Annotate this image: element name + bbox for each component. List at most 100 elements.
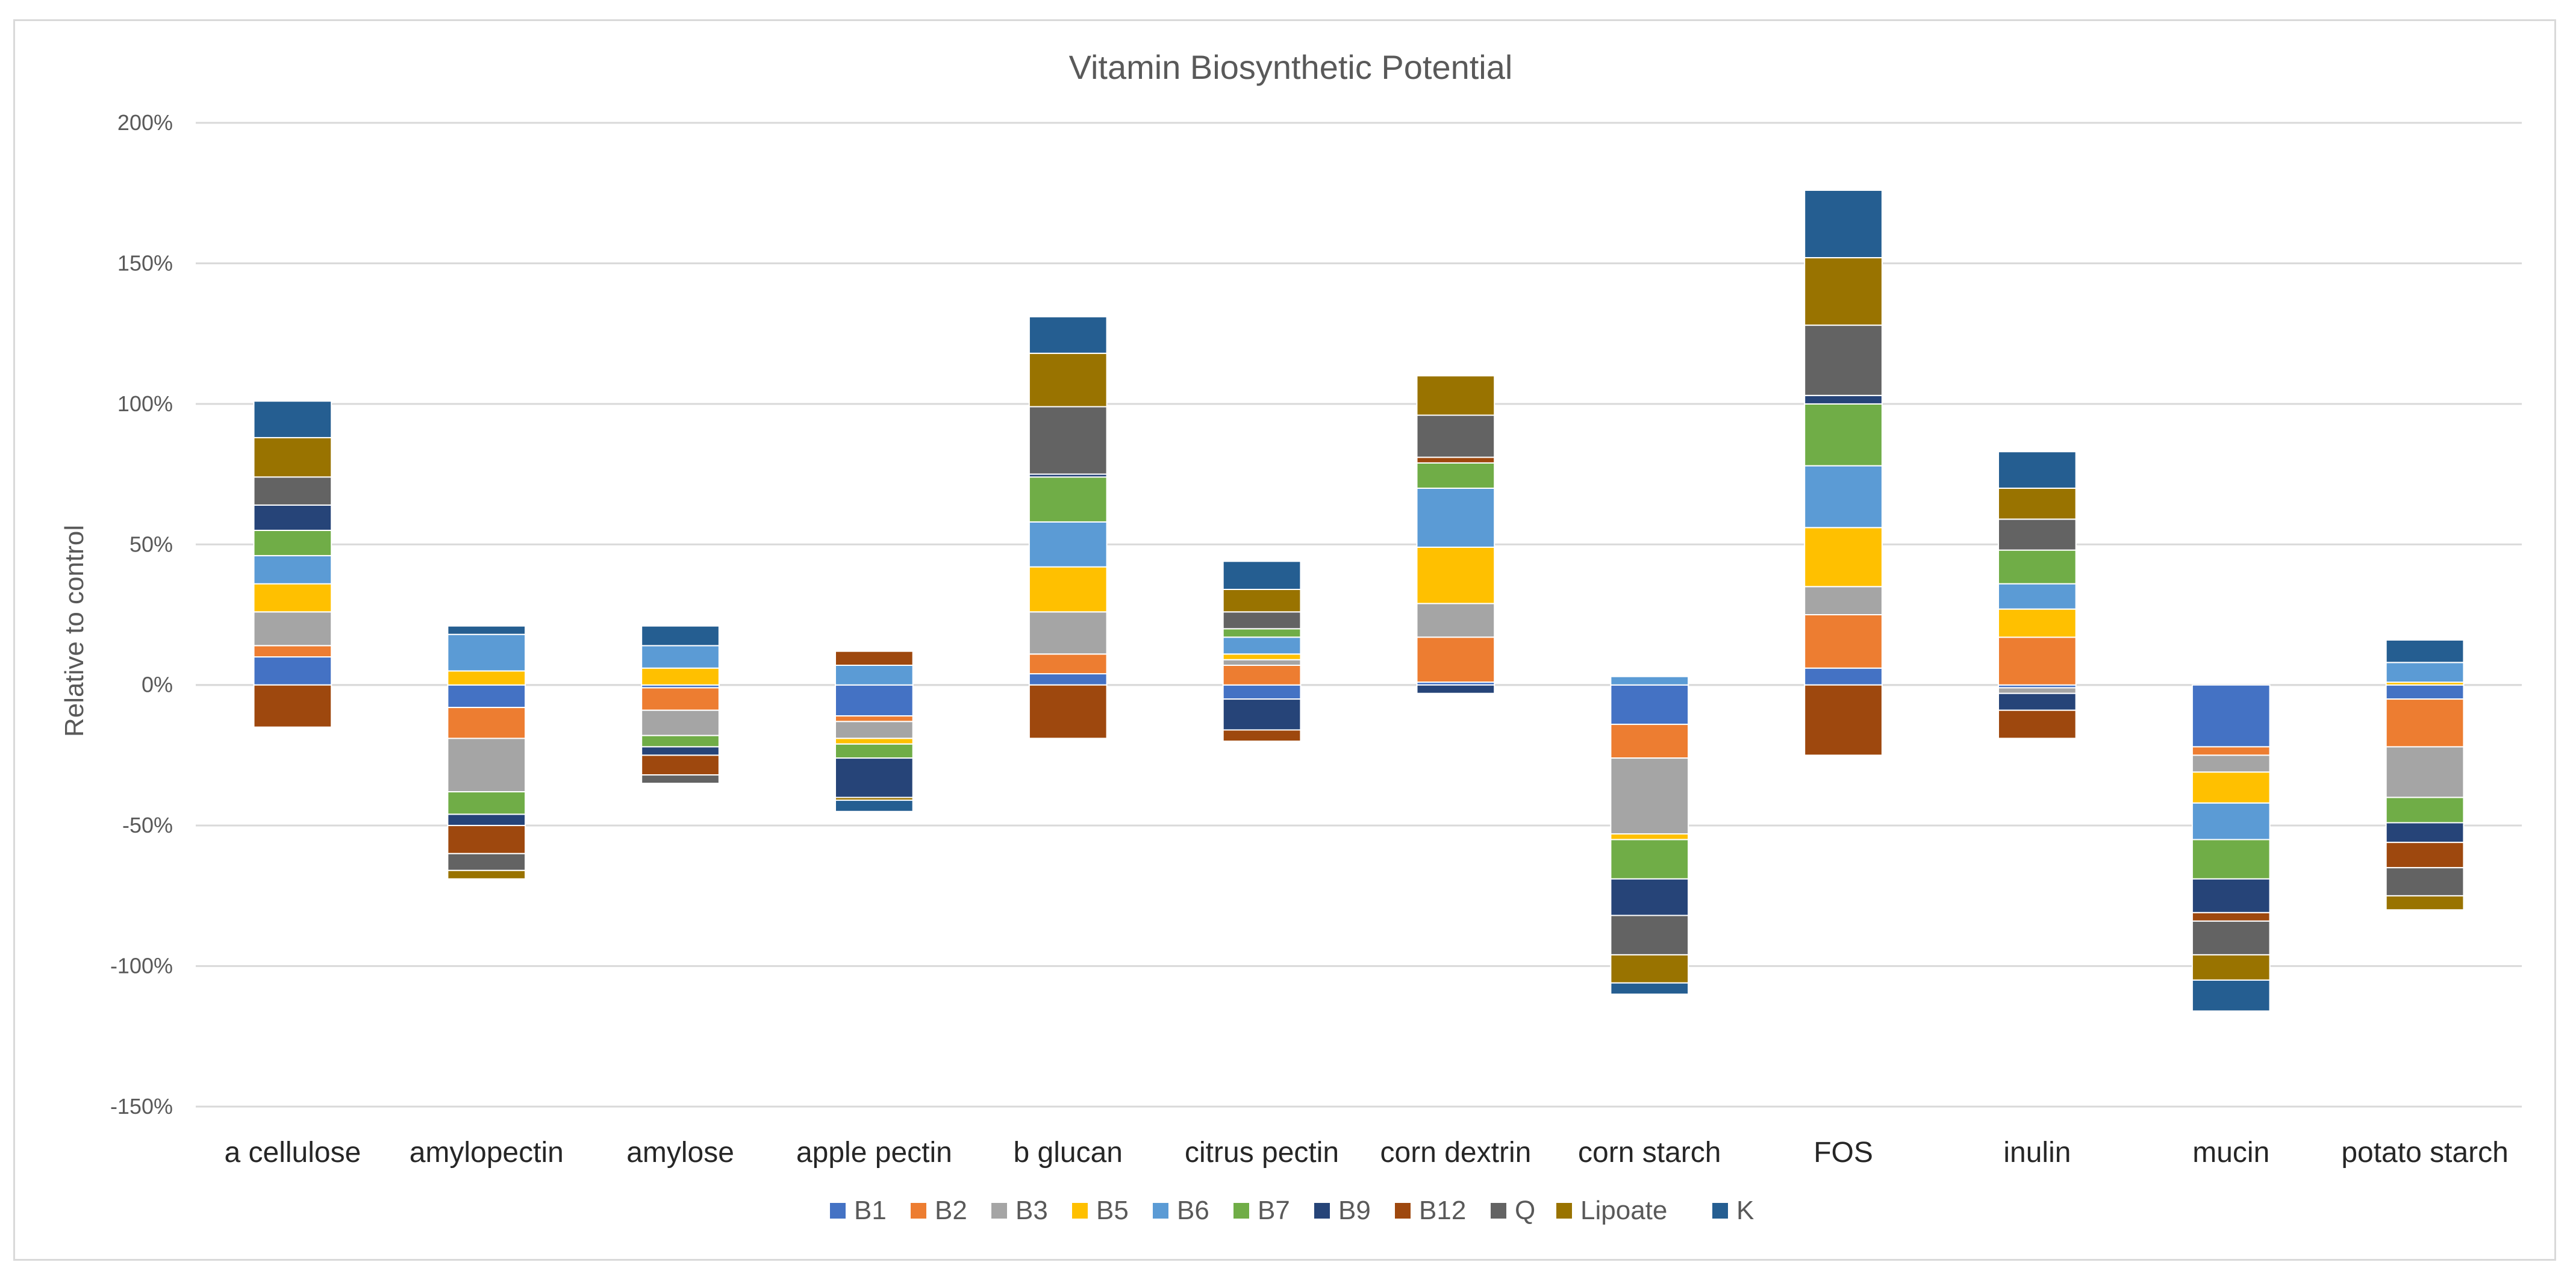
legend-swatch bbox=[1153, 1203, 1168, 1219]
bar-segment-b5 bbox=[1998, 608, 2077, 638]
x-tick-label: b glucan bbox=[1014, 1137, 1123, 1169]
bar-segment-b5 bbox=[1222, 653, 1302, 660]
bar-segment-b12 bbox=[1222, 729, 1302, 742]
bar-segment-b3 bbox=[1610, 757, 1689, 835]
bar-segment-b6 bbox=[1804, 465, 1883, 529]
x-tick-label: corn starch bbox=[1578, 1137, 1721, 1169]
x-tick-label: amylose bbox=[626, 1137, 734, 1169]
bar-segment-b9 bbox=[1610, 878, 1689, 916]
bar-segment-b2 bbox=[253, 645, 332, 658]
bar-segment-lipoate bbox=[2385, 895, 2465, 911]
bar-segment-b5 bbox=[1416, 547, 1495, 604]
chart-title: Vitamin Biosynthetic Potential bbox=[1069, 48, 1513, 86]
y-tick-label: 200% bbox=[117, 110, 173, 135]
bar-segment-b7 bbox=[1222, 628, 1302, 638]
bar-segment-q bbox=[1610, 915, 1689, 955]
bar-segment-b5 bbox=[641, 667, 720, 686]
y-tick-label: -100% bbox=[110, 954, 173, 978]
legend-item-k: K bbox=[1712, 1196, 1754, 1225]
bar-segment-b5 bbox=[253, 583, 332, 613]
x-tick-label: amylopectin bbox=[410, 1137, 564, 1169]
gridlines bbox=[196, 122, 2522, 1108]
bar-segment-k bbox=[2191, 979, 2271, 1012]
bar-segment-k bbox=[2385, 639, 2465, 663]
bar-segment-b12 bbox=[835, 650, 914, 666]
legend-label: B5 bbox=[1096, 1196, 1129, 1225]
bar-segment-b3 bbox=[2191, 754, 2271, 773]
legend-swatch bbox=[1395, 1203, 1411, 1219]
bar-segment-b6 bbox=[641, 645, 720, 669]
bar-segment-k bbox=[1998, 451, 2077, 489]
bar-segment-b12 bbox=[1416, 456, 1495, 464]
legend-item-b9: B9 bbox=[1314, 1196, 1371, 1225]
bar-segment-q bbox=[1222, 611, 1302, 630]
legend-swatch bbox=[1314, 1203, 1330, 1219]
bar-segment-b5 bbox=[1610, 833, 1689, 840]
bar-segment-b7 bbox=[253, 529, 332, 556]
legend-label: K bbox=[1736, 1196, 1754, 1225]
y-tick-label: 100% bbox=[117, 391, 173, 416]
legend-label: B6 bbox=[1177, 1196, 1209, 1225]
bar-segment-b6 bbox=[835, 665, 914, 686]
legend-item-b7: B7 bbox=[1233, 1196, 1290, 1225]
legend-item-b6: B6 bbox=[1153, 1196, 1209, 1225]
legend-label: B2 bbox=[935, 1196, 967, 1225]
bar-segment-lipoate bbox=[1028, 352, 1108, 408]
bar-segment-b2 bbox=[835, 715, 914, 722]
legend-label: Lipoate bbox=[1580, 1196, 1667, 1225]
bar-segment-q bbox=[1998, 518, 2077, 551]
legend-swatch bbox=[1233, 1203, 1249, 1219]
y-axis-title: Relative to control bbox=[60, 525, 89, 737]
bar-segment-b2 bbox=[641, 687, 720, 711]
bars bbox=[253, 190, 2465, 1012]
legend-item-b1: B1 bbox=[830, 1196, 887, 1225]
bar-segment-b2 bbox=[1610, 724, 1689, 759]
bar-segment-b9 bbox=[1222, 698, 1302, 731]
bar-segment-b7 bbox=[2191, 839, 2271, 880]
bar-segment-k bbox=[835, 800, 914, 812]
bar-segment-b5 bbox=[2191, 771, 2271, 804]
chart-svg: Vitamin Biosynthetic Potential Relative … bbox=[60, 48, 2522, 1225]
bar-segment-q bbox=[1028, 406, 1108, 475]
bar-segment-b12 bbox=[2191, 912, 2271, 922]
bar-segment-q bbox=[1416, 414, 1495, 458]
bar-segment-b6 bbox=[447, 633, 526, 672]
y-tick-label: 0% bbox=[142, 673, 173, 697]
bar-segment-k bbox=[253, 400, 332, 438]
x-tick-label: potato starch bbox=[2341, 1137, 2509, 1169]
bar-segment-lipoate bbox=[2191, 954, 2271, 981]
legend-swatch bbox=[830, 1203, 846, 1219]
bar-segment-b7 bbox=[1998, 549, 2077, 585]
legend-label: B12 bbox=[1419, 1196, 1466, 1225]
bar-segment-b2 bbox=[1998, 636, 2077, 686]
bar-segment-b6 bbox=[1028, 521, 1108, 568]
legend-swatch bbox=[1072, 1203, 1088, 1219]
bar-segment-b6 bbox=[2191, 802, 2271, 840]
bar-segment-k bbox=[1222, 561, 1302, 590]
bar-segment-lipoate bbox=[1998, 487, 2077, 520]
bar-segment-b6 bbox=[2385, 662, 2465, 683]
legend-item-q: Q bbox=[1491, 1196, 1535, 1225]
legend-label: Q bbox=[1515, 1196, 1535, 1225]
bar-segment-b12 bbox=[447, 825, 526, 854]
bar-segment-b9 bbox=[1998, 692, 2077, 711]
y-axis-ticks: 200% 150% 100% 50% 0% -50% -100% -150% bbox=[110, 110, 173, 1119]
legend-swatch bbox=[1712, 1203, 1728, 1219]
bar-segment-b6 bbox=[1416, 487, 1495, 548]
legend-item-b3: B3 bbox=[991, 1196, 1048, 1225]
x-tick-label: apple pectin bbox=[796, 1137, 952, 1169]
bar-segment-b9 bbox=[1416, 684, 1495, 694]
legend-label: B9 bbox=[1338, 1196, 1371, 1225]
bar-segment-b5 bbox=[1804, 527, 1883, 588]
bar-segment-lipoate bbox=[253, 436, 332, 478]
x-tick-label: citrus pectin bbox=[1185, 1137, 1339, 1169]
bar-segment-b7 bbox=[2385, 797, 2465, 824]
bar-segment-b3 bbox=[1416, 603, 1495, 638]
bar-segment-b7 bbox=[835, 743, 914, 759]
bar-segment-k bbox=[1028, 316, 1108, 354]
bar-segment-lipoate bbox=[1416, 375, 1495, 416]
legend-label: B1 bbox=[854, 1196, 887, 1225]
chart-frame: Vitamin Biosynthetic Potential Relative … bbox=[13, 19, 2556, 1261]
bar-segment-b6 bbox=[1222, 636, 1302, 655]
bar-segment-q bbox=[2191, 920, 2271, 955]
